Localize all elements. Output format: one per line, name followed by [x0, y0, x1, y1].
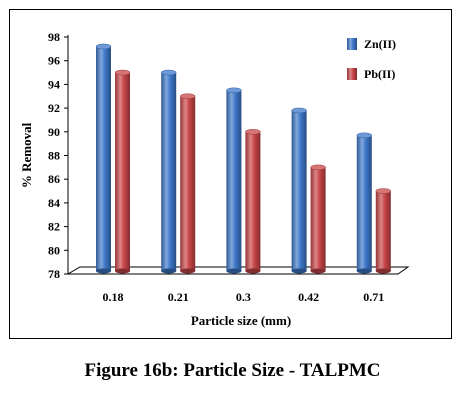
bar-chart: 78 80 82 84 86 88 90 92 94 96 98 0.18 0.21 0.3 0.42 0.7… — [19, 30, 410, 328]
y-axis-title: % Removal — [19, 122, 34, 188]
y-tick-label: 86 — [48, 172, 60, 186]
figure-caption: Figure 16b: Particle Size - TALPMC — [84, 360, 381, 381]
bar-Zn(II)-0.42 — [291, 107, 307, 274]
legend-label: Pb(II) — [364, 67, 395, 81]
bar-Zn(II)-0.3 — [226, 87, 242, 274]
y-tick-label: 82 — [48, 220, 60, 234]
bar-Zn(II)-0.71 — [356, 132, 373, 274]
legend-swatch-Pb(II) — [347, 68, 357, 80]
y-tick-label: 90 — [48, 125, 60, 139]
y-tick-label: 78 — [48, 267, 60, 281]
bar-Pb(II)-0.42 — [310, 164, 326, 274]
legend-label: Zn(II) — [364, 37, 396, 51]
x-tick-label: 0.3 — [236, 290, 251, 304]
y-tick-label: 98 — [48, 30, 60, 44]
y-tick-label: 88 — [48, 149, 60, 163]
y-tick-label: 94 — [48, 77, 60, 91]
x-tick-label: 0.18 — [103, 290, 124, 304]
x-tick-label: 0.42 — [298, 290, 319, 304]
bar-Zn(II)-0.18 — [95, 43, 112, 274]
x-tick-label: 0.21 — [168, 290, 189, 304]
bar-Pb(II)-0.71 — [375, 188, 392, 274]
y-tick-label: 92 — [48, 101, 60, 115]
y-tick-label: 96 — [48, 54, 60, 68]
bar-Pb(II)-0.21 — [179, 93, 196, 274]
y-tick-label: 80 — [48, 243, 60, 257]
y-tick-label: 84 — [48, 196, 60, 210]
bar-Pb(II)-0.3 — [245, 129, 261, 274]
bar-Pb(II)-0.18 — [114, 69, 131, 274]
bar-Zn(II)-0.21 — [160, 69, 177, 274]
legend-swatch-Zn(II) — [347, 38, 357, 50]
x-axis-title: Particle size (mm) — [191, 313, 291, 328]
x-tick-label: 0.71 — [363, 290, 384, 304]
